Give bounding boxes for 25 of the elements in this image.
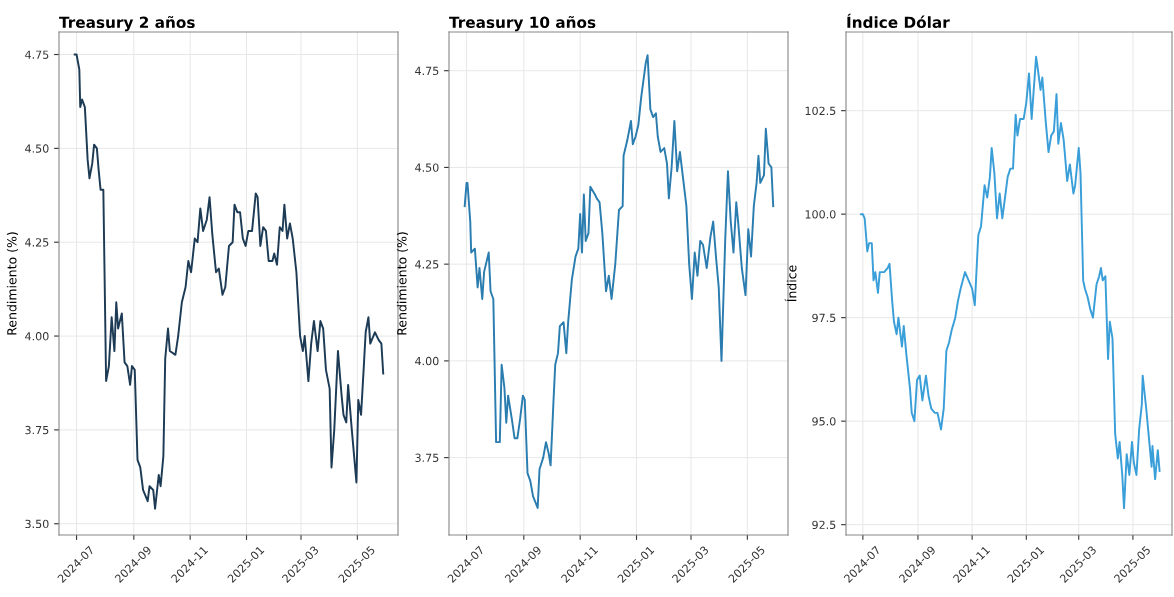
y-tick-label: 92.5 (812, 520, 836, 530)
y-tick-label: 4.00 (415, 356, 439, 366)
y-tick-label: 102.5 (805, 106, 836, 116)
y-tick-label: 97.5 (812, 313, 836, 323)
chart-title: Treasury 2 años (59, 15, 195, 32)
y-tick-label: 4.50 (25, 144, 49, 153)
y-tick-label: 4.25 (415, 260, 439, 269)
y-axis-title: Índice (784, 265, 797, 302)
chart-title: Treasury 10 años (449, 15, 596, 32)
y-tick-label: 4.75 (415, 66, 439, 76)
y-tick-label: 95.0 (812, 417, 836, 426)
line-series (860, 55, 1161, 510)
y-tick-label: 3.75 (415, 453, 439, 462)
y-tick-label: 4.75 (25, 50, 49, 59)
y-tick-label: 4.50 (415, 163, 439, 172)
y-axis-title: Rendimiento (%) (6, 232, 19, 335)
line-series (73, 53, 385, 510)
chart-title: Índice Dólar (847, 13, 950, 29)
y-tick-label: 3.75 (25, 425, 49, 435)
y-tick-label: 3.50 (25, 519, 49, 529)
y-tick-label: 100.0 (805, 210, 836, 219)
y-tick-label: 4.00 (25, 332, 49, 341)
y-axis-title: Rendimiento (%) (396, 232, 409, 335)
y-tick-label: 4.25 (25, 238, 49, 247)
line-series (463, 54, 775, 509)
